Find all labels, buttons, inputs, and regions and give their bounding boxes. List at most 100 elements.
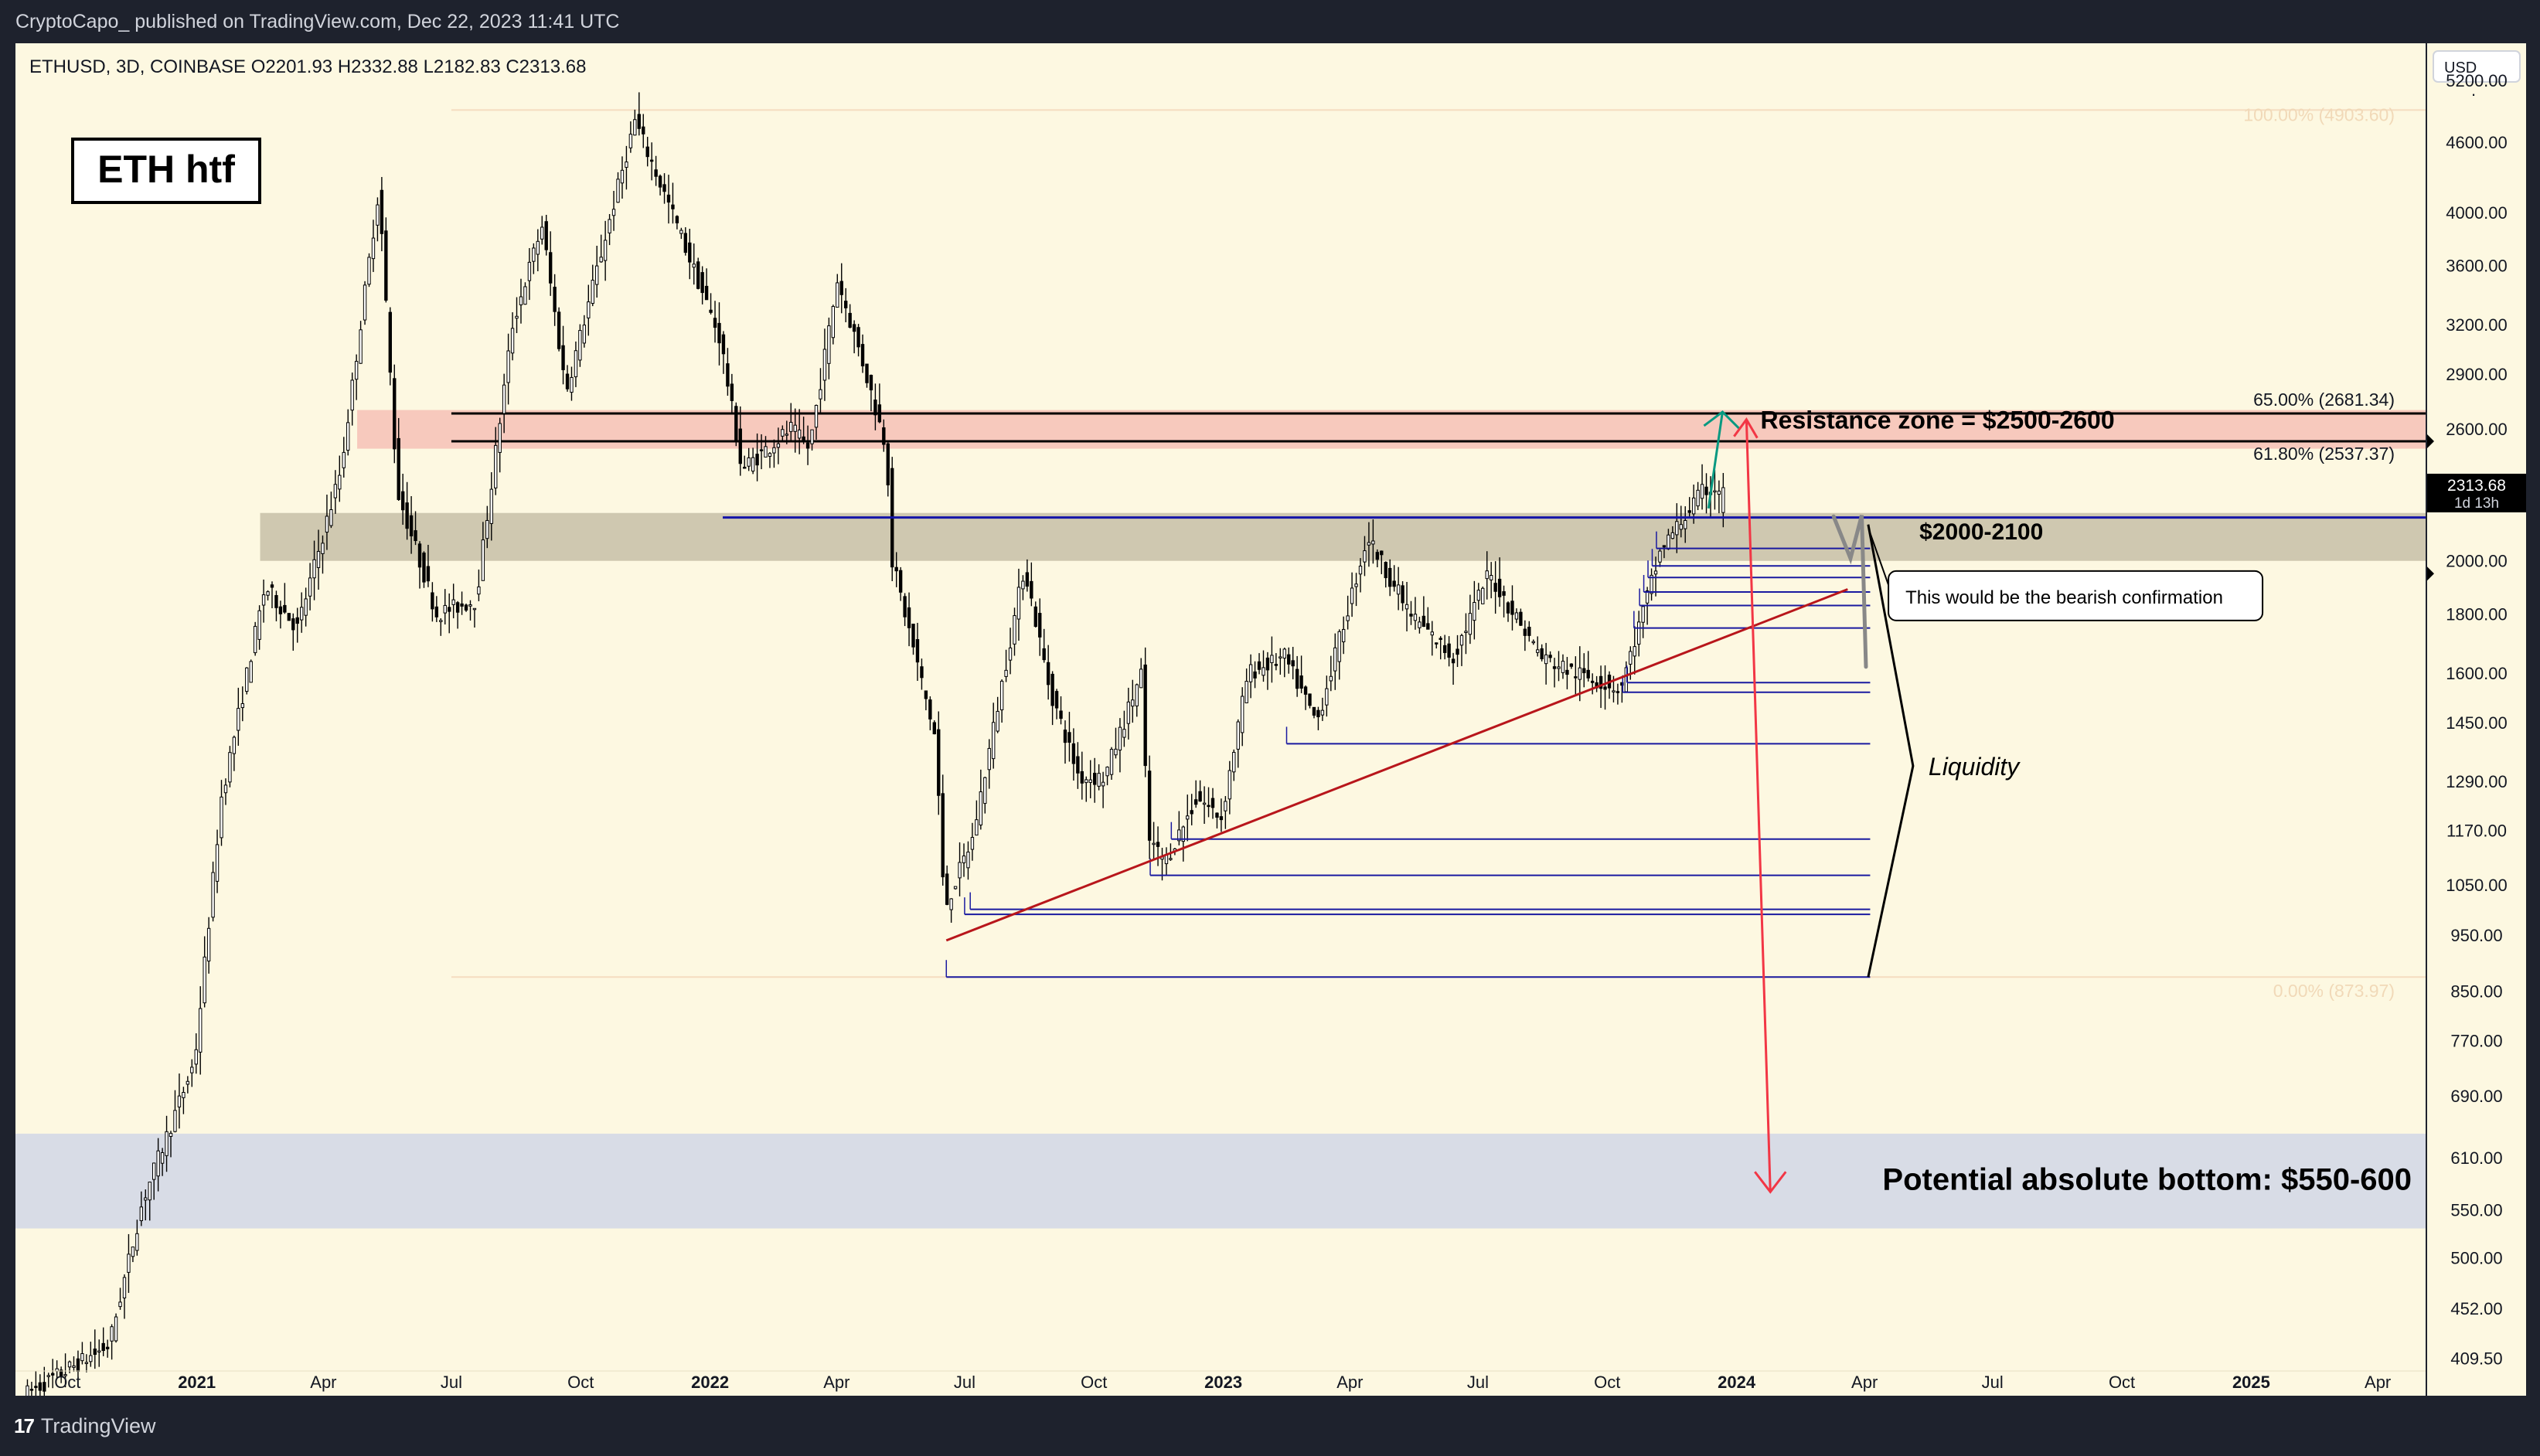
candle-body: [1367, 542, 1371, 546]
candle: [886, 440, 890, 497]
tradingview-icon: 17: [14, 1414, 35, 1437]
candle-body: [966, 852, 970, 869]
candle: [1468, 594, 1473, 645]
candle-body: [135, 1233, 139, 1251]
candle-body: [625, 162, 628, 168]
candle: [805, 425, 810, 465]
candle-body: [928, 699, 932, 719]
time-axis-label: Apr: [1336, 1373, 1363, 1392]
candle-body: [426, 566, 431, 582]
candle: [1456, 634, 1459, 668]
candle-body: [1054, 691, 1059, 709]
candle-body: [367, 257, 371, 285]
candle-body: [43, 1382, 46, 1392]
candle-body: [578, 330, 582, 361]
candle-body: [1350, 587, 1354, 604]
currency-button[interactable]: [2433, 50, 2521, 83]
candle-body: [637, 114, 641, 129]
candle-body: [628, 134, 633, 148]
candle: [156, 1138, 160, 1192]
candle-body: [177, 1095, 182, 1107]
candle: [426, 544, 431, 587]
candle: [1248, 654, 1253, 699]
candle: [764, 436, 768, 458]
candle: [637, 92, 641, 136]
candle: [1224, 796, 1227, 829]
candle: [1253, 661, 1257, 689]
candle-body: [502, 384, 506, 414]
tradingview-logo[interactable]: 17 TradingView: [14, 1414, 156, 1438]
candle-body: [747, 457, 751, 467]
candle-body: [1181, 826, 1185, 842]
candle: [1021, 575, 1025, 600]
candle: [903, 593, 907, 627]
candle-body: [63, 1374, 67, 1376]
price-chart[interactable]: Liquidity This would be the bearish confi…: [15, 43, 2426, 1396]
candle: [1156, 826, 1160, 866]
candle: [451, 583, 455, 619]
candle-body: [160, 1152, 165, 1164]
candle-body: [582, 325, 587, 344]
candle: [941, 774, 945, 886]
candle-body: [1253, 671, 1257, 679]
candle-body: [1704, 486, 1708, 495]
candle: [1620, 682, 1624, 703]
candle: [595, 245, 599, 298]
candle: [312, 540, 316, 600]
candle: [1152, 822, 1156, 860]
candle-body: [852, 324, 856, 332]
candle-body: [346, 422, 350, 451]
candle-body: [1126, 701, 1131, 724]
candle-body: [1092, 772, 1097, 785]
candle-body: [211, 872, 215, 918]
candle: [1257, 653, 1261, 675]
candle: [325, 495, 329, 550]
time-axis-label: 2023: [1204, 1373, 1242, 1392]
candle-body: [223, 784, 228, 794]
candle: [789, 403, 793, 441]
candle-body: [844, 301, 848, 308]
candle: [1033, 601, 1037, 628]
candle-body: [393, 378, 397, 450]
candle: [1633, 626, 1636, 675]
candle: [215, 829, 220, 893]
candle-body: [548, 252, 553, 284]
candle-body: [1274, 664, 1279, 666]
chart-pane[interactable]: Liquidity This would be the bearish confi…: [15, 43, 2426, 1396]
candle-body: [245, 667, 249, 692]
candle: [996, 696, 999, 733]
candle-body: [249, 661, 253, 683]
candle: [367, 253, 371, 287]
candle: [448, 593, 451, 634]
candle-body: [557, 311, 561, 349]
candle: [59, 1366, 63, 1383]
candle-body: [1662, 545, 1667, 548]
attribution-bar: CryptoCapo_ published on TradingView.com…: [0, 0, 2540, 43]
candle: [1038, 598, 1042, 656]
candle-body: [675, 216, 679, 223]
candle: [1527, 621, 1531, 642]
candle-body: [574, 350, 578, 378]
candle: [283, 583, 287, 614]
candle-body: [523, 286, 527, 305]
candle-body: [253, 625, 257, 654]
candle-body: [1413, 614, 1418, 621]
candle: [1202, 786, 1207, 824]
candle: [1439, 636, 1442, 660]
candle: [1236, 719, 1240, 768]
candle: [1409, 600, 1413, 625]
candle: [1536, 636, 1540, 657]
candle: [1308, 693, 1312, 709]
candle-body: [274, 595, 278, 608]
price-axis[interactable]: USD. 5200.00 4600.00 4000.00 3600.00 3200.00 2…: [2426, 43, 2526, 1396]
candle: [1578, 646, 1582, 702]
candle-body: [1097, 773, 1101, 787]
candle: [1607, 671, 1612, 699]
candle-body: [683, 233, 688, 253]
candle-body: [169, 1132, 173, 1138]
candle-body: [755, 454, 759, 466]
candle-body: [1684, 519, 1687, 529]
candle-body: [658, 175, 662, 188]
price-axis-label: 850.00: [2450, 981, 2502, 1001]
candle-body: [649, 159, 654, 162]
